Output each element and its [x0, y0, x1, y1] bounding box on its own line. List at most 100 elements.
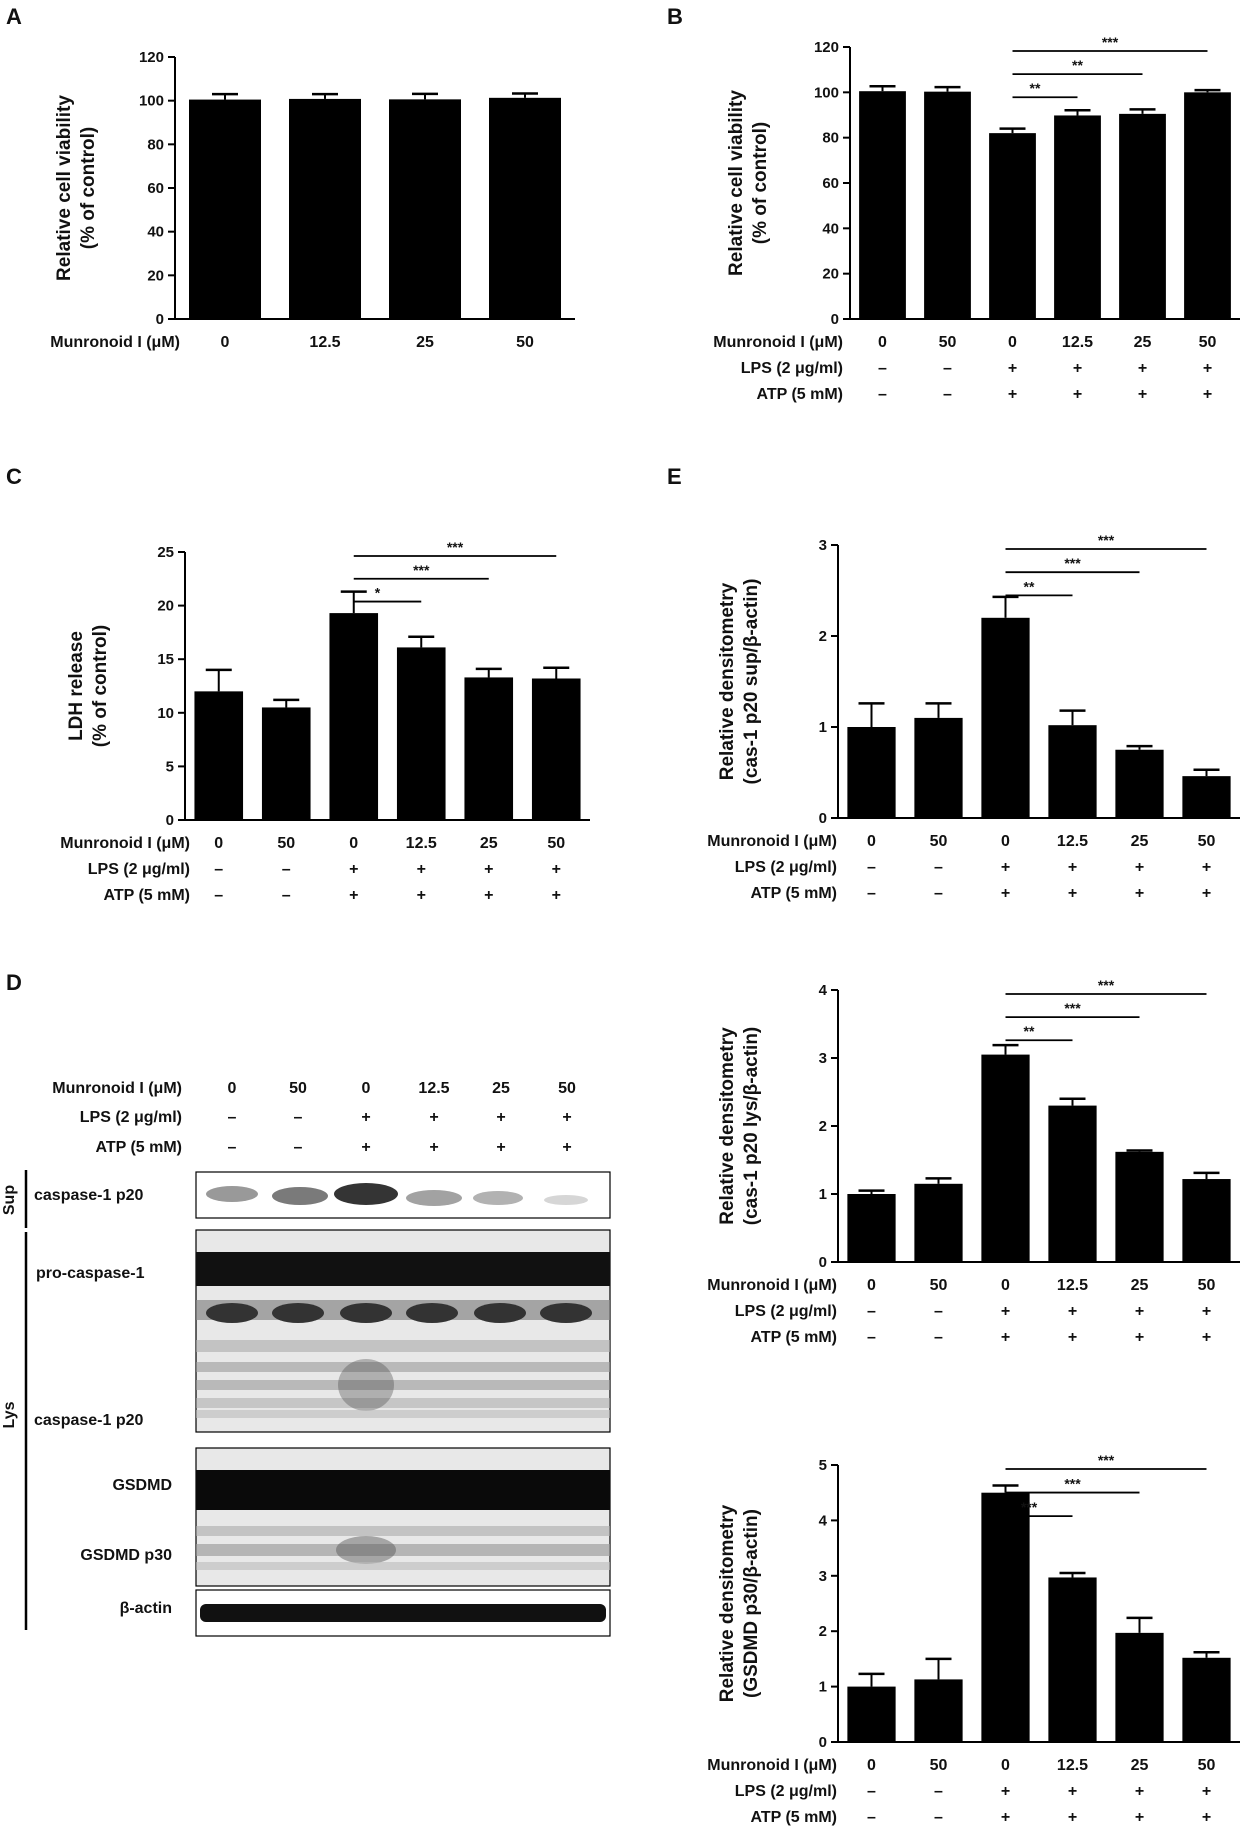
condition-value: 0	[878, 334, 887, 351]
condition-value: –	[214, 887, 223, 904]
y-tick-label: 3	[819, 1568, 827, 1585]
bar	[981, 1492, 1030, 1742]
bar	[989, 133, 1036, 319]
significance-label: ***	[1098, 532, 1115, 548]
band-label-gsdmd-p30: GSDMD p30	[80, 1547, 172, 1564]
condition-value: +	[552, 861, 561, 878]
significance-label: ***	[1102, 34, 1119, 50]
y-tick-label: 0	[819, 1254, 827, 1271]
panel-letter-d: D	[6, 970, 22, 995]
condition-value: 50	[277, 835, 295, 852]
condition-value: 12.5	[1057, 833, 1088, 850]
bar	[189, 99, 261, 319]
condition-value: –	[867, 1809, 876, 1826]
condition-value: +	[1202, 1329, 1211, 1346]
condition-value: +	[417, 861, 426, 878]
condition-value: –	[282, 887, 291, 904]
blot-atp-3: +	[361, 1139, 370, 1156]
bar-chart-b: B 0 20 40 60 80 100 120 Relative cell viability(…	[667, 4, 1240, 403]
condition-value: +	[1135, 859, 1144, 876]
blot-dose-6: 50	[558, 1080, 576, 1097]
condition-value: +	[1202, 885, 1211, 902]
condition-value: +	[1068, 885, 1077, 902]
condition-value: +	[349, 887, 358, 904]
significance-label: ***	[1098, 1452, 1115, 1468]
condition-value: +	[1138, 360, 1147, 377]
condition-row-label: ATP (5 mM)	[750, 885, 837, 902]
blot-munronoid-label: Munronoid I (μM)	[52, 1080, 182, 1097]
condition-value: –	[934, 1303, 943, 1320]
blot-lps-2: –	[294, 1109, 303, 1126]
bar	[847, 727, 896, 818]
bar	[1182, 1657, 1231, 1742]
condition-value: +	[1068, 859, 1077, 876]
blot-dose-1: 0	[228, 1080, 237, 1097]
condition-value: 25	[1131, 1277, 1149, 1294]
bar	[531, 678, 581, 820]
bar	[489, 97, 561, 319]
condition-value: +	[1001, 1783, 1010, 1800]
bar	[261, 707, 311, 820]
bar	[1115, 1632, 1164, 1742]
y-tick-label: 120	[814, 39, 839, 56]
y-axis-label: LDH release	[66, 631, 87, 741]
y-axis-label: (cas-1 p20 lys/β-actin)	[741, 1027, 762, 1226]
bar	[1048, 1577, 1097, 1742]
significance-label: ***	[1021, 1499, 1038, 1515]
condition-row-label: LPS (2 μg/ml)	[741, 360, 843, 377]
condition-value: +	[1202, 1303, 1211, 1320]
bar	[1182, 776, 1231, 818]
y-tick-label: 5	[166, 758, 174, 775]
condition-value: +	[1001, 1329, 1010, 1346]
condition-value: +	[1135, 885, 1144, 902]
condition-value: 12.5	[309, 334, 340, 351]
blot-dose-4: 12.5	[418, 1080, 449, 1097]
y-tick-label: 20	[157, 598, 174, 615]
condition-value: +	[1203, 360, 1212, 377]
y-axis-label: Relative densitometry	[717, 1027, 738, 1225]
condition-value: 50	[547, 835, 565, 852]
blot-atp-6: +	[562, 1139, 571, 1156]
band-label-sup-caspase-1-p20: caspase-1 p20	[34, 1187, 144, 1204]
condition-value: –	[867, 859, 876, 876]
condition-value: 25	[1131, 1757, 1149, 1774]
blot-image-gsdmd	[195, 1447, 611, 1587]
y-tick-label: 40	[822, 220, 839, 237]
bar	[1119, 113, 1166, 319]
significance-label: ***	[1064, 1000, 1081, 1016]
condition-value: +	[1068, 1303, 1077, 1320]
bar	[924, 91, 971, 319]
band-label-pro-caspase-1: pro-caspase-1	[36, 1265, 145, 1282]
y-axis-label: Relative densitometry	[717, 1504, 738, 1702]
condition-row-label: LPS (2 μg/ml)	[88, 861, 190, 878]
blot-atp-label: ATP (5 mM)	[95, 1139, 182, 1156]
condition-value: 0	[221, 334, 230, 351]
condition-row-label: ATP (5 mM)	[103, 887, 190, 904]
western-blot-panel: D Munronoid I (μM) LPS (2 μg/ml) ATP (5 …	[1, 970, 611, 1637]
bar	[1115, 749, 1164, 818]
bar-chart-a: A 0 20 40 60 80 100 120 Relative cell viability(…	[6, 4, 575, 351]
condition-value: +	[1068, 1329, 1077, 1346]
condition-value: 0	[867, 833, 876, 850]
condition-row-label: Munronoid I (μM)	[707, 1277, 837, 1294]
condition-value: 50	[1198, 1277, 1216, 1294]
y-axis-label: (% of control)	[90, 625, 111, 747]
bar	[1182, 1179, 1231, 1262]
y-axis-label: Relative densitometry	[717, 582, 738, 780]
condition-value: 50	[1198, 1757, 1216, 1774]
bar	[1184, 92, 1231, 319]
condition-value: –	[934, 859, 943, 876]
condition-value: 25	[1131, 833, 1149, 850]
condition-value: 25	[1134, 334, 1152, 351]
condition-value: –	[867, 1303, 876, 1320]
condition-value: +	[349, 861, 358, 878]
bar	[1054, 115, 1101, 319]
panel-letter-a: A	[6, 4, 22, 29]
y-axis-label: Relative cell viability	[726, 90, 747, 276]
y-tick-label: 25	[157, 544, 174, 561]
condition-value: –	[282, 861, 291, 878]
condition-value: +	[1001, 885, 1010, 902]
bar-chart-panel-5: 0 1 2 3 4 5 Relative densitometry (GSDMD p30/β-…	[707, 1452, 1240, 1826]
